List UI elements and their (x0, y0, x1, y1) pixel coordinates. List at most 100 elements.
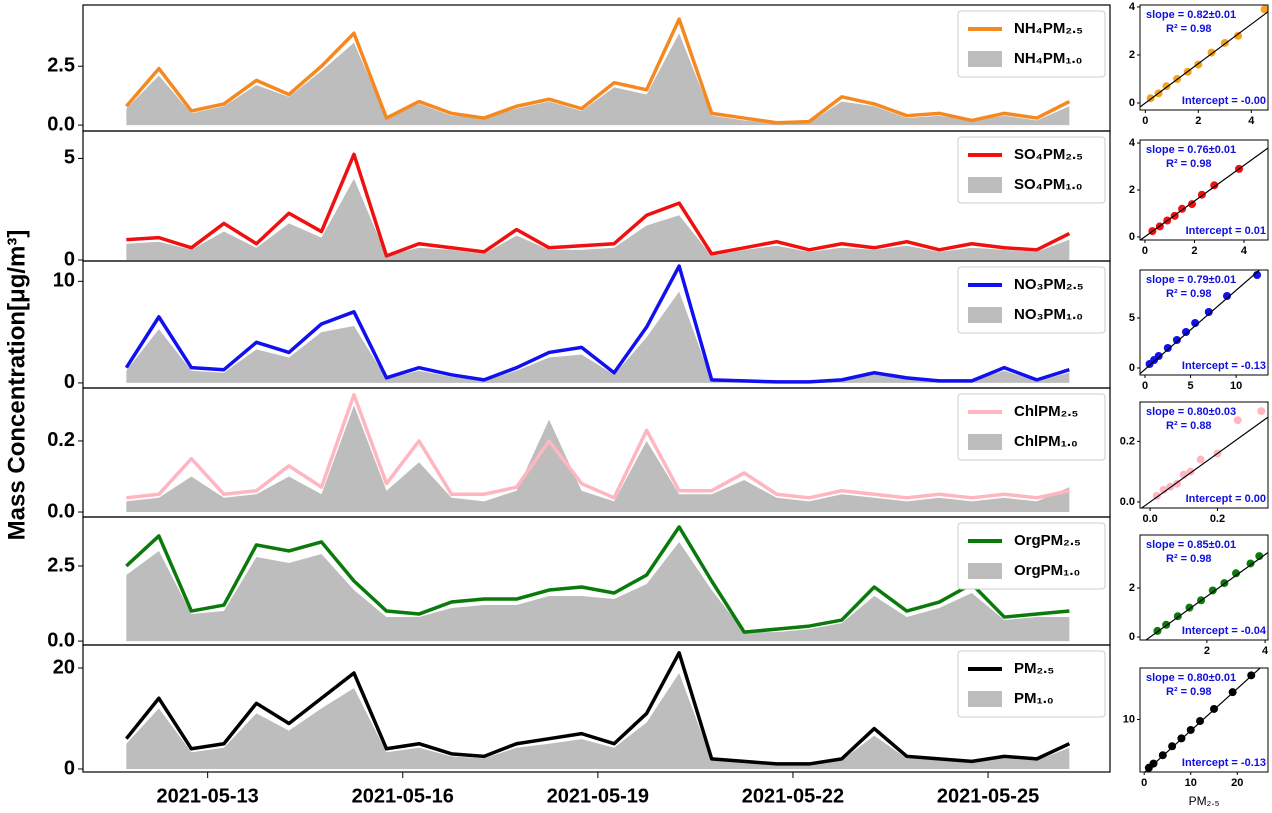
area (126, 178, 1070, 260)
legend-label: NO₃PM₂.₅ (1014, 276, 1084, 293)
annotation: R² = 0.88 (1166, 420, 1212, 432)
y-tick-label: 0 (1129, 631, 1135, 643)
point (1257, 407, 1266, 416)
point (1196, 717, 1205, 726)
fit-line (1140, 11, 1268, 108)
y-tick-label: 0 (64, 757, 75, 779)
point (1260, 5, 1268, 14)
y-tick-label: 2 (1129, 582, 1135, 594)
x-tick-label: 2 (1191, 245, 1197, 257)
point (1234, 31, 1243, 40)
panel-frame (1139, 667, 1269, 773)
x-tick-label: 4 (1248, 115, 1255, 127)
x-tick-label: 20 (1231, 777, 1243, 789)
annotation: slope = 0.80±0.03 (1146, 406, 1236, 418)
fit-line (1144, 668, 1262, 772)
annotation: slope = 0.82±0.01 (1146, 9, 1236, 21)
y-axis-label: Mass Concentration[μg/m³] (3, 230, 30, 541)
y-tick-label: 0 (64, 248, 75, 270)
y-tick-label: 2.5 (47, 554, 75, 576)
x-tick-label: 2021-05-22 (742, 785, 844, 807)
legend-swatch (968, 691, 1002, 707)
x-tick-label: 4 (1262, 645, 1269, 657)
line (124, 264, 1070, 384)
legend-label: SO₄PM₁.₀ (1014, 176, 1082, 193)
y-tick-label: 10 (1123, 713, 1135, 725)
annotation: R² = 0.98 (1166, 553, 1212, 565)
x-tick-label: 0 (1142, 380, 1148, 392)
panel-frame (1139, 269, 1269, 376)
fit-line (1140, 416, 1268, 508)
annotation: slope = 0.85±0.01 (1146, 539, 1236, 551)
point (1163, 344, 1172, 352)
legend-label: SO₄PM₂.₅ (1014, 146, 1083, 163)
x-tick-label: 0 (1141, 777, 1147, 789)
y-tick-label: 0 (1129, 231, 1135, 243)
y-tick-label: 2 (1129, 49, 1135, 61)
point (1223, 292, 1232, 300)
legend-label: OrgPM₁.₀ (1014, 562, 1080, 579)
fit-line (1144, 552, 1268, 640)
x-tick-label: 2021-05-16 (352, 785, 454, 807)
point (1232, 569, 1240, 578)
y-tick-label: 0.0 (1120, 496, 1135, 508)
annotation: Intercept = 0.01 (1186, 225, 1266, 237)
legend-label: PM₁.₀ (1014, 690, 1054, 707)
y-tick-label: 0.2 (1120, 435, 1135, 447)
point (1208, 586, 1217, 595)
point (1253, 271, 1262, 279)
point (1191, 319, 1200, 327)
y-tick-label: 4 (1129, 1, 1136, 13)
x-tick-label: 2 (1204, 645, 1210, 657)
annotation: Intercept = -0.04 (1182, 625, 1267, 637)
area (126, 673, 1070, 769)
point (1172, 336, 1181, 344)
legend-swatch (968, 51, 1002, 67)
line (126, 393, 1070, 500)
line (125, 525, 1070, 634)
panel-frame (82, 644, 1111, 773)
legend-label: ChlPM₂.₅ (1014, 403, 1078, 420)
x-tick-label: 4 (1241, 245, 1248, 257)
annotation: R² = 0.98 (1166, 686, 1212, 698)
legend-swatch (968, 434, 1002, 450)
x-tick-label: 5 (1187, 380, 1193, 392)
annotation: R² = 0.98 (1166, 23, 1212, 35)
x-tick-label: 2021-05-13 (156, 785, 258, 807)
line (126, 152, 1071, 258)
y-tick-label: 20 (53, 656, 75, 678)
fit-line (1140, 147, 1268, 240)
annotation: slope = 0.76±0.01 (1146, 144, 1236, 156)
x-tick-label: 0 (1142, 115, 1148, 127)
annotation: R² = 0.98 (1166, 158, 1212, 170)
point (1233, 416, 1242, 425)
point (1196, 455, 1205, 464)
area (126, 291, 1070, 383)
y-tick-label: 5 (64, 147, 75, 169)
point (1154, 352, 1163, 360)
point (1204, 308, 1213, 316)
y-tick-label: 0 (1129, 362, 1135, 374)
panel-frame (1139, 4, 1269, 111)
legend-swatch (968, 307, 1002, 323)
legend-swatch (968, 177, 1002, 193)
annotation: Intercept = -0.00 (1182, 95, 1266, 107)
y-tick-label: 0.0 (47, 629, 75, 651)
panel-frame (1139, 401, 1269, 509)
y-tick-label: 0 (1129, 97, 1135, 109)
annotation: Intercept = 0.00 (1186, 493, 1266, 505)
annotation: Intercept = -0.13 (1182, 757, 1266, 769)
annotation: slope = 0.80±0.01 (1146, 672, 1236, 684)
y-tick-label: 4 (1129, 137, 1136, 149)
x-tick-label: 0 (1142, 245, 1148, 257)
annotation: slope = 0.79±0.01 (1146, 274, 1236, 286)
y-tick-label: 10 (53, 270, 75, 292)
area (126, 541, 1070, 642)
area (126, 405, 1070, 513)
x-tick-label: 2021-05-19 (547, 785, 649, 807)
legend-label: NH₄PM₁.₀ (1014, 50, 1082, 67)
point (1210, 181, 1219, 190)
legend-label: OrgPM₂.₅ (1014, 532, 1081, 549)
legend-label: NH₄PM₂.₅ (1014, 20, 1083, 37)
